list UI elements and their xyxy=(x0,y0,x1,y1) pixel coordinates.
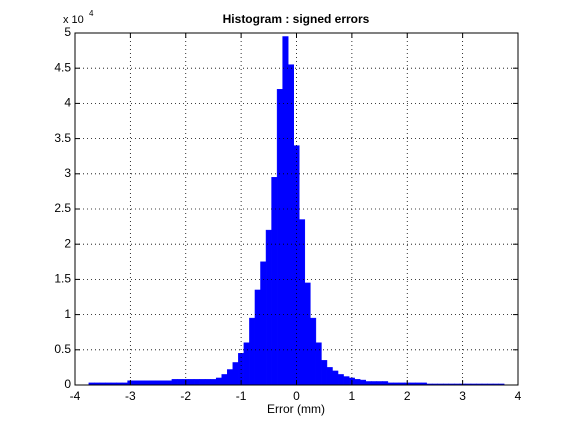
x-tick-label: -4 xyxy=(70,389,81,403)
bar xyxy=(304,282,311,386)
bar xyxy=(260,261,267,386)
bar xyxy=(354,379,361,386)
bar xyxy=(227,369,234,386)
bar xyxy=(382,381,389,386)
bar xyxy=(265,229,272,386)
bar xyxy=(177,379,184,386)
bar xyxy=(310,317,317,386)
bar xyxy=(215,377,222,386)
bar xyxy=(149,380,156,386)
y-multiplier-exponent: 4 xyxy=(89,9,94,18)
y-tick-label: 4 xyxy=(64,96,71,110)
bar xyxy=(204,379,211,386)
chart-title: Histogram : signed errors xyxy=(223,12,370,26)
bar xyxy=(332,370,339,386)
x-tick-label: 3 xyxy=(459,389,466,403)
y-tick-label: 2 xyxy=(64,236,71,250)
bar xyxy=(376,381,383,386)
plot-frame xyxy=(74,32,519,386)
y-multiplier: x 10 xyxy=(63,14,84,26)
y-tick-label: 0 xyxy=(64,377,71,391)
bar xyxy=(326,367,333,386)
bar xyxy=(321,360,328,386)
bar xyxy=(232,362,239,386)
bar xyxy=(199,379,206,386)
bar xyxy=(282,36,289,386)
bar xyxy=(343,376,350,386)
y-tick-label: 5 xyxy=(64,25,71,39)
bar xyxy=(160,380,167,386)
bar xyxy=(271,177,278,386)
bar xyxy=(132,380,139,386)
y-tick-label: 1 xyxy=(64,307,71,321)
bar xyxy=(365,381,372,386)
x-tick-label: 4 xyxy=(515,389,522,403)
bar xyxy=(166,380,173,386)
x-tick-label: -2 xyxy=(180,389,191,403)
bar xyxy=(371,381,378,386)
bar xyxy=(337,374,344,386)
bar xyxy=(243,342,250,386)
y-tick-label: 4.5 xyxy=(54,60,71,74)
y-tick-label: 3 xyxy=(64,166,71,180)
y-tick-label: 3.5 xyxy=(54,131,71,145)
y-tick-label: 0.5 xyxy=(54,342,71,356)
bar xyxy=(171,379,178,386)
x-axis-label: Error (mm) xyxy=(267,402,325,416)
bar xyxy=(287,64,294,386)
x-tick-label: 1 xyxy=(349,389,356,403)
bar xyxy=(249,317,256,386)
bar xyxy=(155,380,162,386)
bar xyxy=(188,379,195,386)
bar xyxy=(193,379,200,386)
bar xyxy=(254,289,261,386)
bar xyxy=(210,379,217,386)
y-tick-label: 1.5 xyxy=(54,272,71,286)
x-tick-label: 0 xyxy=(293,389,300,403)
x-tick-label: 2 xyxy=(404,389,411,403)
bar xyxy=(221,374,228,386)
bar xyxy=(315,342,322,386)
bar xyxy=(138,380,145,386)
x-tick-label: -3 xyxy=(125,389,136,403)
bar xyxy=(143,380,151,386)
bar xyxy=(359,379,366,386)
x-tick-label: -1 xyxy=(236,389,247,403)
y-tick-label: 2.5 xyxy=(54,201,71,215)
bar xyxy=(276,89,283,386)
